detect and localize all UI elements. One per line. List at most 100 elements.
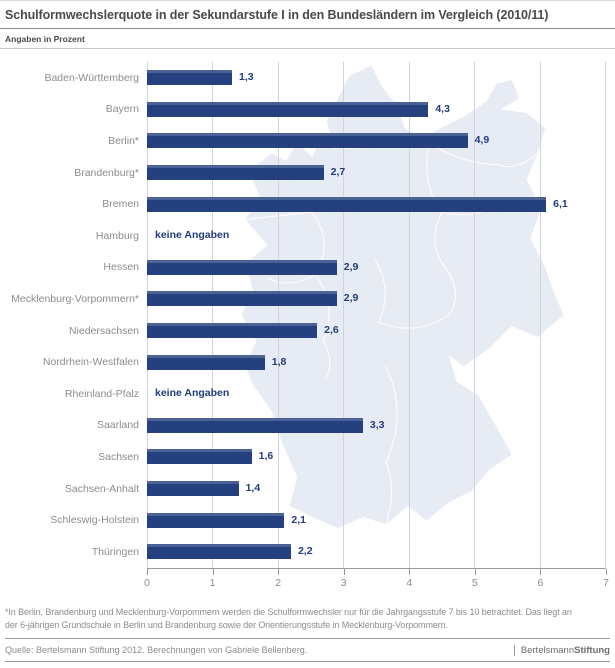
unit-note: Angaben in Prozent	[0, 29, 615, 49]
bar-track: 1,4	[147, 481, 605, 497]
bar	[147, 417, 363, 433]
value-label: 6,1	[553, 197, 568, 210]
bar	[147, 512, 285, 528]
tick-mark	[278, 569, 280, 575]
germany-map-shape	[241, 65, 564, 528]
value-label: 2,9	[343, 292, 359, 305]
bar-track: 2,6	[147, 323, 605, 339]
bar-track: 2,2	[147, 544, 605, 560]
value-label: 1,8	[271, 355, 287, 368]
state-label: Rheinland-Pfalz	[64, 387, 139, 400]
state-label: Sachsen	[98, 450, 139, 463]
state-label: Hamburg	[95, 229, 139, 242]
bar-track: 2,9	[147, 259, 605, 275]
gridline	[212, 62, 214, 568]
state-label: Hessen	[103, 261, 139, 274]
bar-chart: Baden-Württemberg 1,3 Bayern 4,3 Berlin* 4,9 B…	[0, 49, 615, 598]
value-label: 1,4	[245, 482, 261, 495]
bar-row: Nordrhein-Westfalen 1,8	[0, 346, 615, 378]
bar-row: Thüringen 2,2	[0, 536, 615, 568]
bar-row: Mecklenburg-Vorpommern* 2,9	[0, 283, 615, 315]
bar-row: Sachsen-Anhalt 1,4	[0, 473, 615, 505]
bar-track: 1,6	[147, 449, 605, 465]
tick-label: 1	[209, 577, 216, 589]
tick-mark	[540, 569, 542, 575]
bar-row: Niedersachsen 2,6	[0, 315, 615, 347]
bar-track: 1,3	[147, 70, 605, 86]
bar	[147, 354, 265, 370]
bar-row: Bayern 4,3	[0, 94, 615, 126]
logo-part-1: Bertelsmann	[520, 644, 575, 656]
bar-row: Hamburg keine Angaben	[0, 220, 615, 252]
bar-track: 3,3	[147, 417, 605, 433]
footnote-line-1: *In Berlin, Brandenburg und Mecklenburg-…	[5, 607, 572, 617]
state-label: Mecklenburg-Vorpommern*	[11, 292, 139, 305]
value-label: 3,3	[369, 418, 385, 431]
state-label: Nordrhein-Westfalen	[42, 356, 139, 369]
bar-track: keine Angaben	[147, 228, 605, 243]
state-label: Berlin*	[108, 134, 139, 147]
bar	[147, 544, 291, 560]
x-axis-line	[147, 568, 606, 569]
tick-label: 4	[406, 577, 413, 589]
state-label: Saarland	[96, 419, 139, 432]
footnote-line-2: der 6-jährigen Grundschule in Berlin und…	[5, 620, 448, 630]
bar	[147, 259, 337, 275]
bar	[147, 133, 468, 149]
tick-label: 3	[340, 577, 347, 589]
tick-mark	[474, 569, 476, 575]
page-title: Schulformwechslerquote in der Sekundarst…	[0, 1, 615, 29]
bertelsmann-stiftung-logo: Bertelsmann Stiftung	[513, 644, 610, 656]
bar-row: Saarland 3,3	[0, 410, 615, 442]
bar-row: Bremen 6,1	[0, 188, 615, 220]
tick-mark	[606, 569, 607, 575]
state-label: Thüringen	[91, 545, 139, 558]
source-row: Quelle: Bertelsmann Stiftung 2012. Berec…	[5, 638, 610, 662]
state-label: Bremen	[102, 198, 139, 211]
bar-track: 2,1	[147, 512, 605, 528]
logo-part-2: Stiftung	[574, 644, 610, 656]
tick-mark	[409, 569, 411, 575]
bar	[147, 70, 233, 86]
value-label: 4,3	[435, 102, 450, 115]
footnote: *In Berlin, Brandenburg und Mecklenburg-…	[0, 598, 615, 632]
state-label: Brandenburg*	[74, 166, 139, 179]
gridline	[474, 62, 476, 568]
bar	[147, 165, 324, 181]
logo-divider-icon	[513, 644, 515, 656]
bar-row: Hessen 2,9	[0, 252, 615, 284]
no-data-label: keine Angaben	[155, 387, 230, 400]
value-label: 1,3	[239, 71, 254, 84]
bar	[147, 481, 239, 497]
plot-area	[147, 62, 606, 568]
bar-row: Sachsen 1,6	[0, 441, 615, 473]
source-text: Quelle: Bertelsmann Stiftung 2012. Berec…	[5, 645, 308, 655]
x-axis: 0 1 2 3 4 5 6 7	[144, 568, 609, 598]
tick-label: 2	[275, 577, 282, 589]
bar-row: Baden-Württemberg 1,3	[0, 62, 615, 94]
tick-label: 6	[537, 577, 544, 589]
gridline	[277, 62, 279, 568]
value-label: 2,2	[297, 545, 313, 558]
bar	[147, 323, 318, 339]
state-label: Sachsen-Anhalt	[64, 482, 139, 495]
state-label: Niedersachsen	[68, 324, 139, 337]
gridline	[343, 62, 345, 568]
bar-row: Brandenburg* 2,7	[0, 157, 615, 189]
germany-map	[238, 58, 608, 572]
bar-track: 4,9	[147, 133, 605, 149]
bar-track: 4,3	[147, 101, 605, 117]
value-label: 4,9	[474, 134, 490, 147]
tick-mark	[212, 569, 214, 575]
value-label: 2,9	[343, 260, 359, 273]
bar-track: keine Angaben	[147, 386, 605, 401]
bar-track: 1,8	[147, 354, 605, 370]
state-label: Schleswig-Holstein	[50, 514, 139, 527]
value-label: 2,7	[330, 166, 346, 179]
gridline	[605, 62, 606, 568]
state-label: Bayern	[105, 103, 139, 116]
tick-label: 7	[603, 577, 609, 589]
gridline	[147, 62, 148, 568]
value-label: 2,1	[291, 513, 306, 526]
